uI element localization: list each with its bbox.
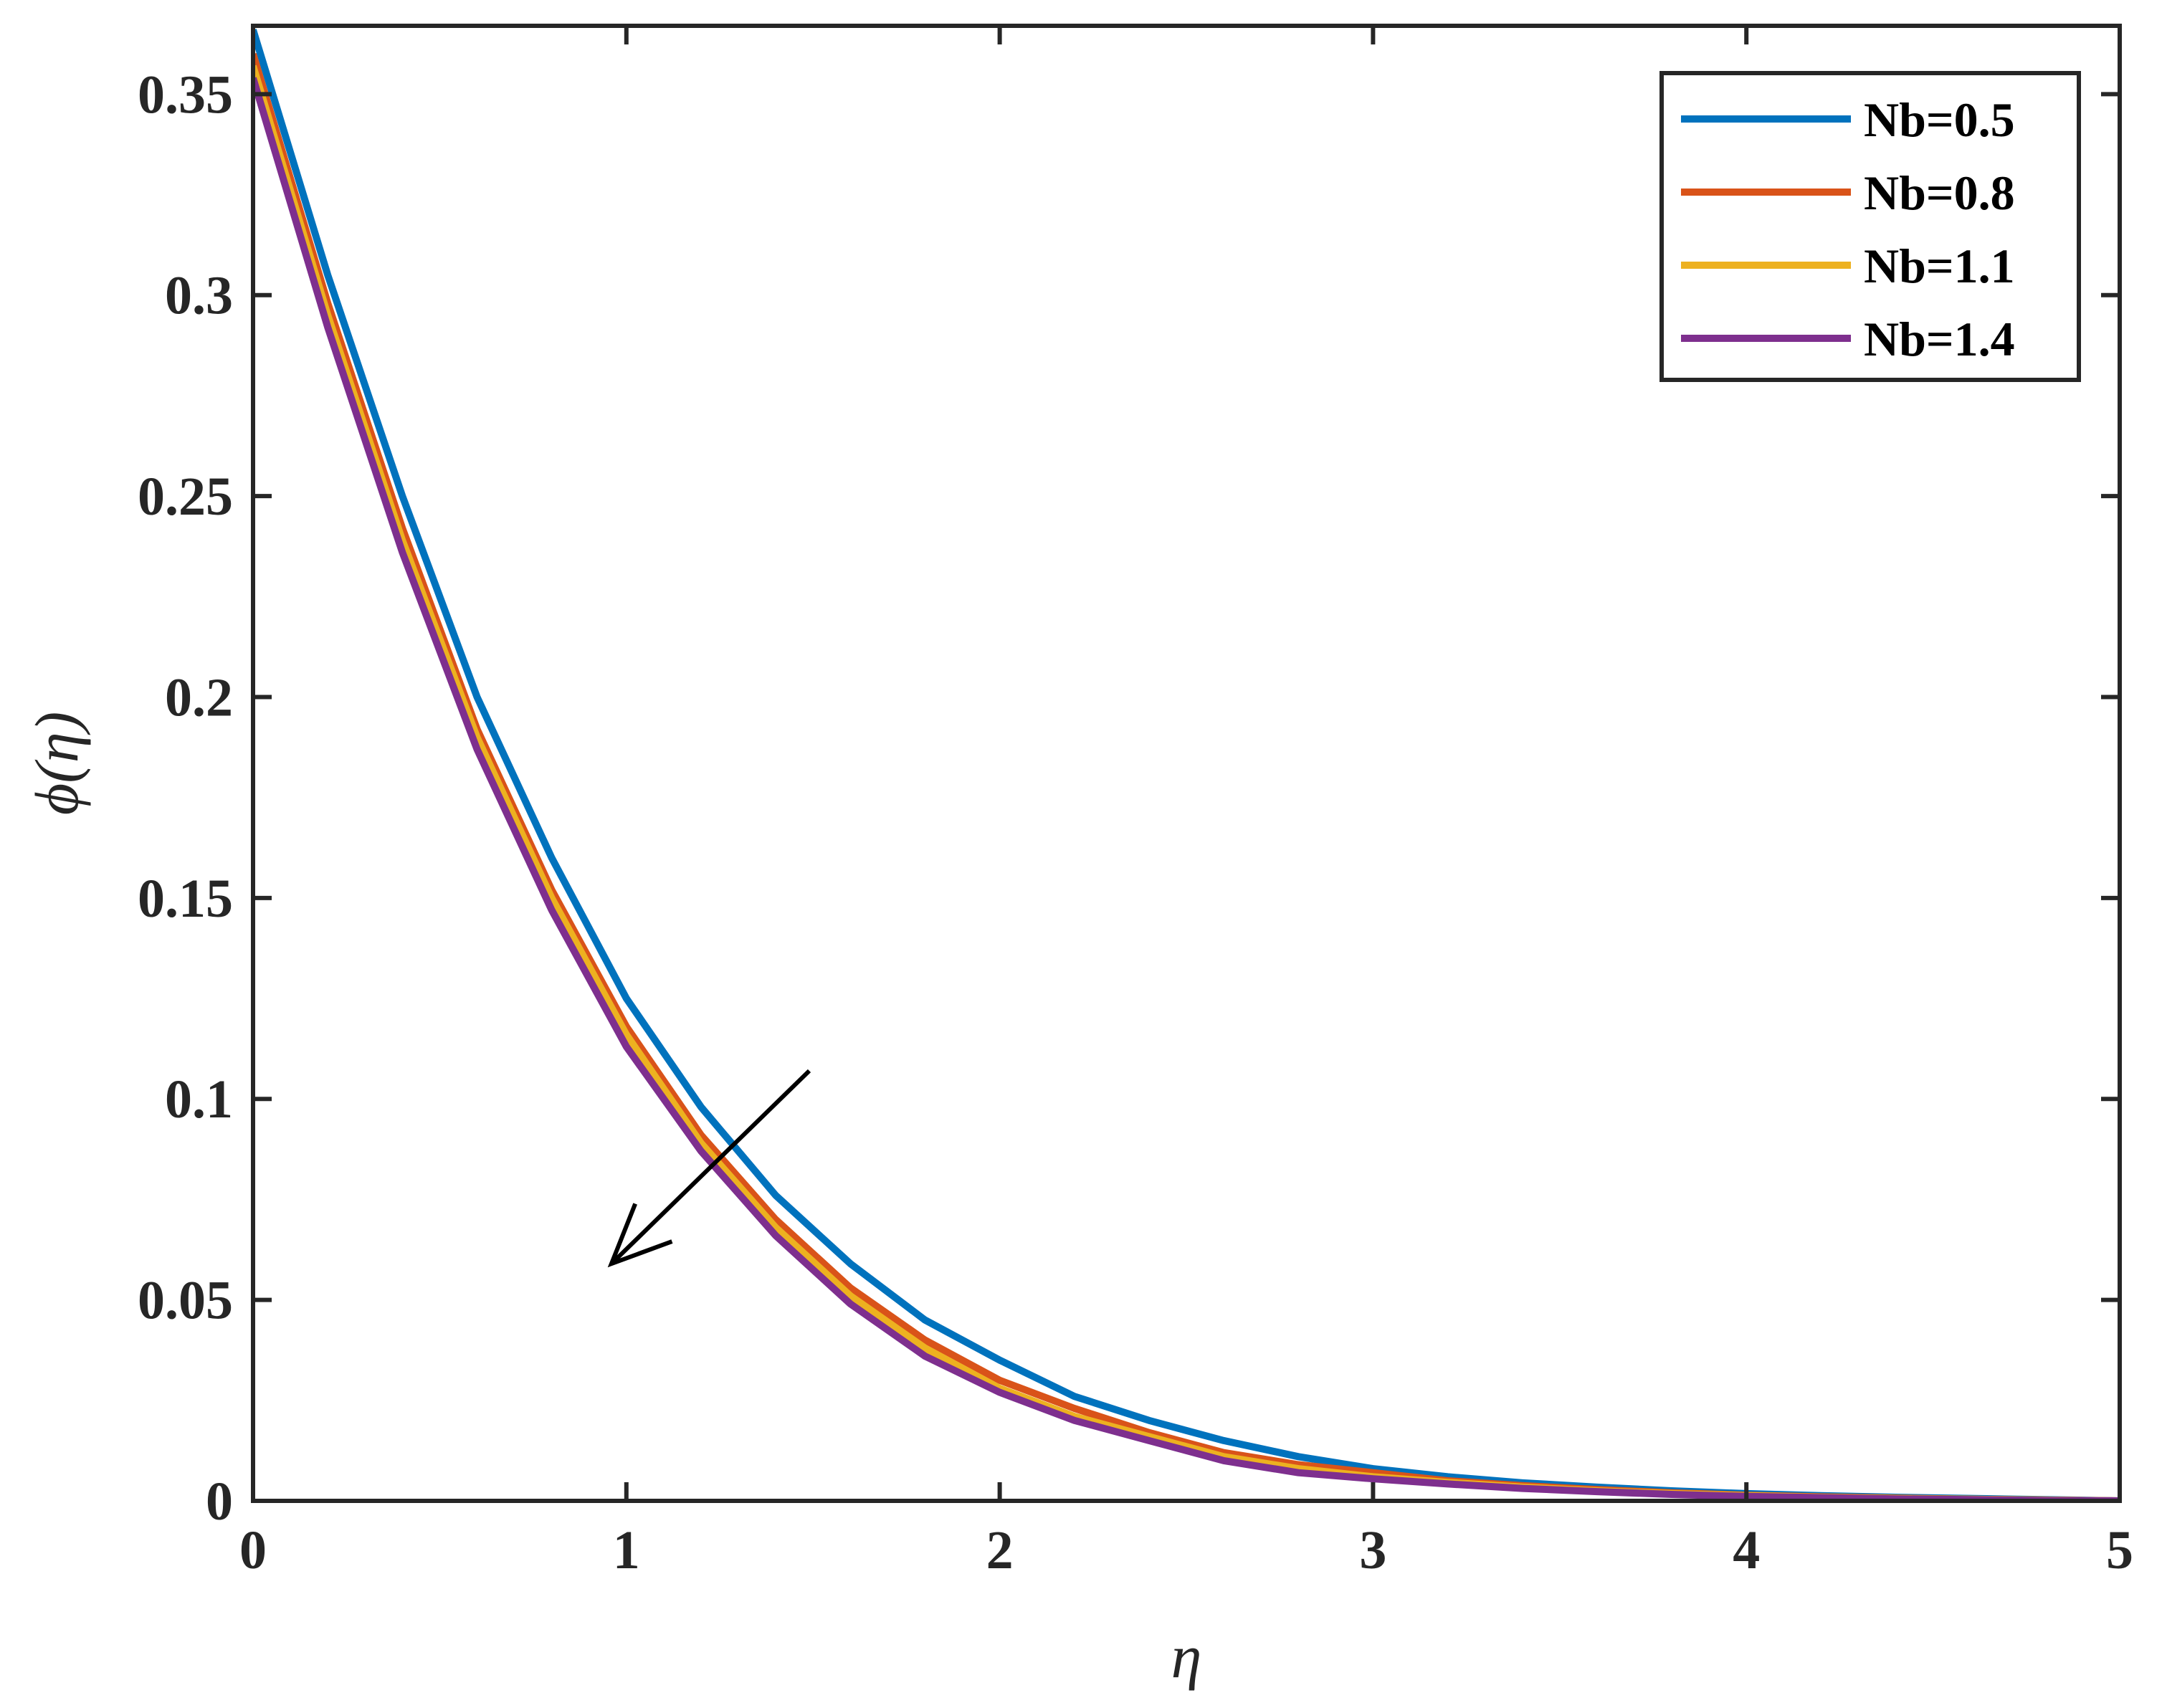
y-tick-label: 0 <box>206 1471 233 1532</box>
x-tick-label: 2 <box>986 1520 1014 1580</box>
y-tick-label: 0.05 <box>138 1271 233 1331</box>
plot-frame <box>251 24 2122 1503</box>
x-axis: 0 1 2 3 4 5 <box>239 26 2133 1580</box>
y-axis: 0 0.05 0.1 0.15 0.2 0.25 0.3 0.35 <box>138 65 2120 1532</box>
legend-label-1: Nb=0.5 <box>1864 92 2015 147</box>
y-tick-label: 0.35 <box>138 65 233 125</box>
legend-box <box>1659 71 2081 382</box>
legend-label-4: Nb=1.4 <box>1864 312 2015 366</box>
series-line-4 <box>253 77 2120 1501</box>
y-axis-label: ϕ(η) <box>22 712 91 815</box>
y-tick-label: 0.1 <box>165 1069 233 1130</box>
x-axis-label: η <box>1171 1622 1202 1691</box>
legend-label-3: Nb=1.1 <box>1864 239 2015 293</box>
x-tick-label: 0 <box>239 1520 267 1580</box>
y-tick-label: 0.2 <box>165 667 233 727</box>
y-tick-label: 0.3 <box>165 266 233 326</box>
x-tick-label: 3 <box>1359 1520 1386 1580</box>
legend: Nb=0.5 Nb=0.8 Nb=1.1 Nb=1.4 <box>1659 71 2081 382</box>
trend-arrow-shaft <box>609 1069 811 1266</box>
y-tick-label: 0.25 <box>138 467 233 527</box>
x-tick-label: 5 <box>2106 1520 2133 1580</box>
annotation-layer <box>607 1069 811 1268</box>
x-tick-label: 1 <box>613 1520 640 1580</box>
x-tick-label: 4 <box>1733 1520 1760 1580</box>
y-tick-label: 0.15 <box>138 869 233 929</box>
legend-label-2: Nb=0.8 <box>1864 166 2015 220</box>
trend-arrow-head <box>607 1203 673 1268</box>
series-layer <box>253 29 2120 1501</box>
